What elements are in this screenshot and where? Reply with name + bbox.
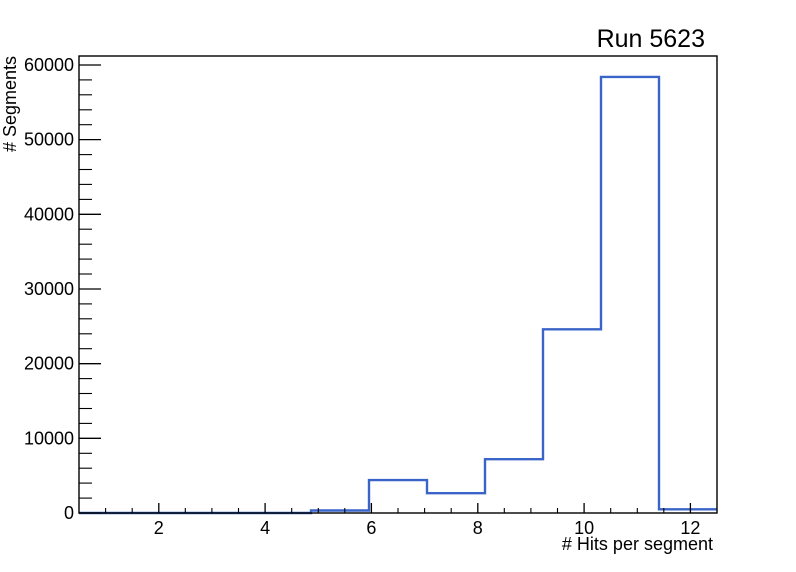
y-tick-label: 30000 [24,279,74,299]
x-tick-label: 8 [473,518,483,538]
x-tick-label: 6 [366,518,376,538]
y-tick-labels: 0 10000 20000 30000 40000 50000 60000 [24,55,74,523]
plot-title: Run 5623 [596,25,705,53]
x-major-ticks [158,503,692,513]
y-tick-label: 0 [64,503,74,523]
plot-frame [78,55,718,514]
y-minor-ticks [79,79,92,499]
y-tick-label: 50000 [24,130,74,150]
histogram-line [79,75,717,515]
y-tick-label: 40000 [24,204,74,224]
x-minor-ticks [105,508,665,513]
y-tick-label: 60000 [24,55,74,75]
x-tick-label: 12 [680,518,700,538]
y-major-ticks [79,64,101,514]
x-tick-label: 4 [260,518,270,538]
y-tick-label: 10000 [24,428,74,448]
y-axis-title: # Segments [0,55,20,152]
y-tick-label: 20000 [24,354,74,374]
x-axis-title: # Hits per segment [561,534,713,554]
x-tick-label: 10 [574,518,594,538]
x-tick-labels: 2 4 6 8 10 12 [154,518,701,538]
x-tick-label: 2 [154,518,164,538]
